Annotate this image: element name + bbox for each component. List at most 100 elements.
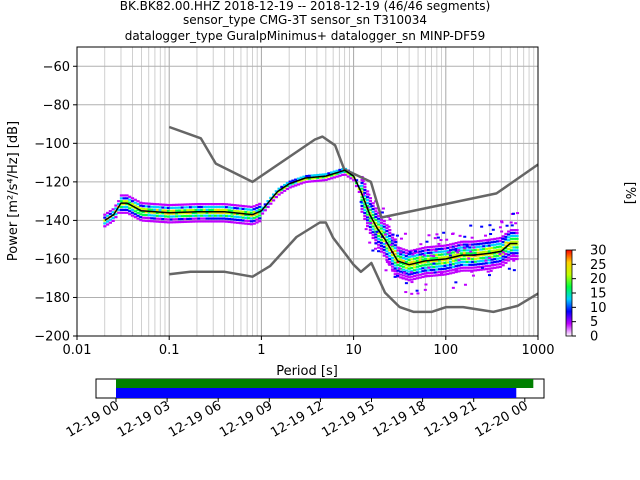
histogram-outlier	[404, 291, 408, 294]
histogram-cell	[161, 212, 165, 215]
histogram-cell	[421, 261, 425, 264]
histogram-cell	[496, 240, 500, 243]
histogram-cell	[106, 223, 110, 226]
histogram-cell	[341, 168, 345, 171]
histogram-cell	[437, 259, 442, 262]
histogram-outlier	[451, 286, 455, 289]
histogram-cell	[200, 203, 204, 206]
histogram-cell	[208, 220, 212, 223]
histogram-cell	[269, 202, 273, 205]
histogram-cell	[114, 204, 118, 207]
histogram-cell	[399, 276, 403, 279]
histogram-cell	[440, 256, 444, 259]
histogram-cell	[349, 174, 353, 177]
histogram-cell	[119, 200, 124, 203]
histogram-cell	[507, 239, 511, 242]
histogram-cell	[443, 264, 447, 267]
histogram-cell	[150, 202, 154, 205]
histogram-cell	[399, 270, 403, 273]
histogram-cell	[424, 266, 428, 269]
histogram-cell	[377, 217, 381, 220]
histogram-cell	[371, 202, 375, 205]
grid-lines	[76, 47, 538, 337]
histogram-cell	[410, 275, 414, 278]
histogram-cell	[377, 214, 381, 217]
histogram-cell	[426, 269, 431, 272]
histogram-cell	[324, 175, 328, 179]
histogram-outlier	[491, 263, 495, 266]
histogram-cell	[307, 177, 312, 180]
histogram-cell	[415, 265, 420, 268]
histogram-cell	[305, 177, 309, 181]
histogram-cell	[432, 265, 436, 268]
histogram-cell	[413, 274, 417, 278]
histogram-cell	[125, 211, 129, 214]
histogram-cell	[233, 218, 237, 221]
histogram-cell	[313, 177, 317, 180]
histogram-cell	[186, 212, 190, 215]
histogram-cell	[233, 209, 237, 213]
histogram-cell	[205, 205, 209, 209]
colorbar-tick-label: 25	[590, 258, 607, 273]
histogram-cell	[493, 246, 497, 249]
histogram-cell	[139, 201, 143, 204]
histogram-cell	[435, 253, 439, 257]
histogram-cell	[363, 191, 367, 195]
histogram-cell	[216, 211, 220, 214]
histogram-cell	[418, 264, 422, 268]
histogram-cell	[424, 255, 428, 258]
histogram-cell	[443, 247, 447, 250]
histogram-cell	[288, 180, 292, 183]
histogram-cell	[108, 218, 112, 221]
histogram-outlier	[396, 274, 400, 277]
histogram-cell	[479, 251, 483, 254]
histogram-cell	[263, 203, 267, 206]
histogram-cell	[244, 208, 248, 211]
histogram-cell	[252, 222, 256, 225]
histogram-cell	[446, 246, 450, 250]
histogram-cell	[213, 203, 218, 206]
histogram-cell	[194, 220, 198, 223]
histogram-cell	[501, 235, 505, 238]
histogram-cell	[501, 264, 505, 267]
histogram-cell	[238, 219, 242, 222]
histogram-cell	[227, 209, 231, 212]
histogram-cell	[482, 250, 486, 254]
histogram-cell	[399, 253, 403, 256]
histogram-cell	[435, 245, 439, 248]
chart-title-line3: datalogger_type GuralpMinimus+ datalogge…	[125, 29, 486, 43]
histogram-cell	[460, 263, 464, 267]
histogram-outlier	[410, 292, 414, 295]
histogram-cell	[125, 200, 129, 203]
colorbar-gradient	[565, 249, 573, 337]
histogram-cell	[504, 255, 508, 259]
histogram-cell	[111, 211, 115, 214]
histogram-cell	[507, 230, 511, 233]
histogram-cell	[382, 240, 386, 243]
plot-area: 0.01 0.1 1 10 100 1000 −60 −80 −100 −120 −140 −160…	[34, 46, 555, 358]
histogram-cell	[388, 263, 392, 266]
histogram-cell	[509, 229, 514, 232]
histogram-outlier	[486, 239, 490, 242]
y-tick-label: −100	[34, 137, 70, 152]
histogram-cell	[166, 206, 171, 210]
histogram-cell	[319, 179, 323, 182]
histogram-cell	[352, 179, 356, 182]
histogram-cell	[133, 216, 137, 219]
histogram-cell	[473, 246, 478, 249]
histogram-cell	[490, 267, 494, 270]
histogram-cell	[421, 246, 425, 250]
colorbar-tick-label: 10	[590, 301, 607, 316]
histogram-outlier	[507, 267, 511, 270]
plot-background	[77, 47, 538, 336]
histogram-cell	[147, 208, 151, 211]
histogram-cell	[413, 248, 417, 252]
histogram-cell	[504, 232, 508, 236]
histogram-cell	[244, 216, 248, 219]
histogram-cell	[368, 202, 372, 206]
histogram-cell	[360, 204, 364, 208]
histogram-cell	[421, 275, 425, 279]
histogram-cell	[396, 258, 400, 261]
histogram-cell	[360, 201, 364, 205]
